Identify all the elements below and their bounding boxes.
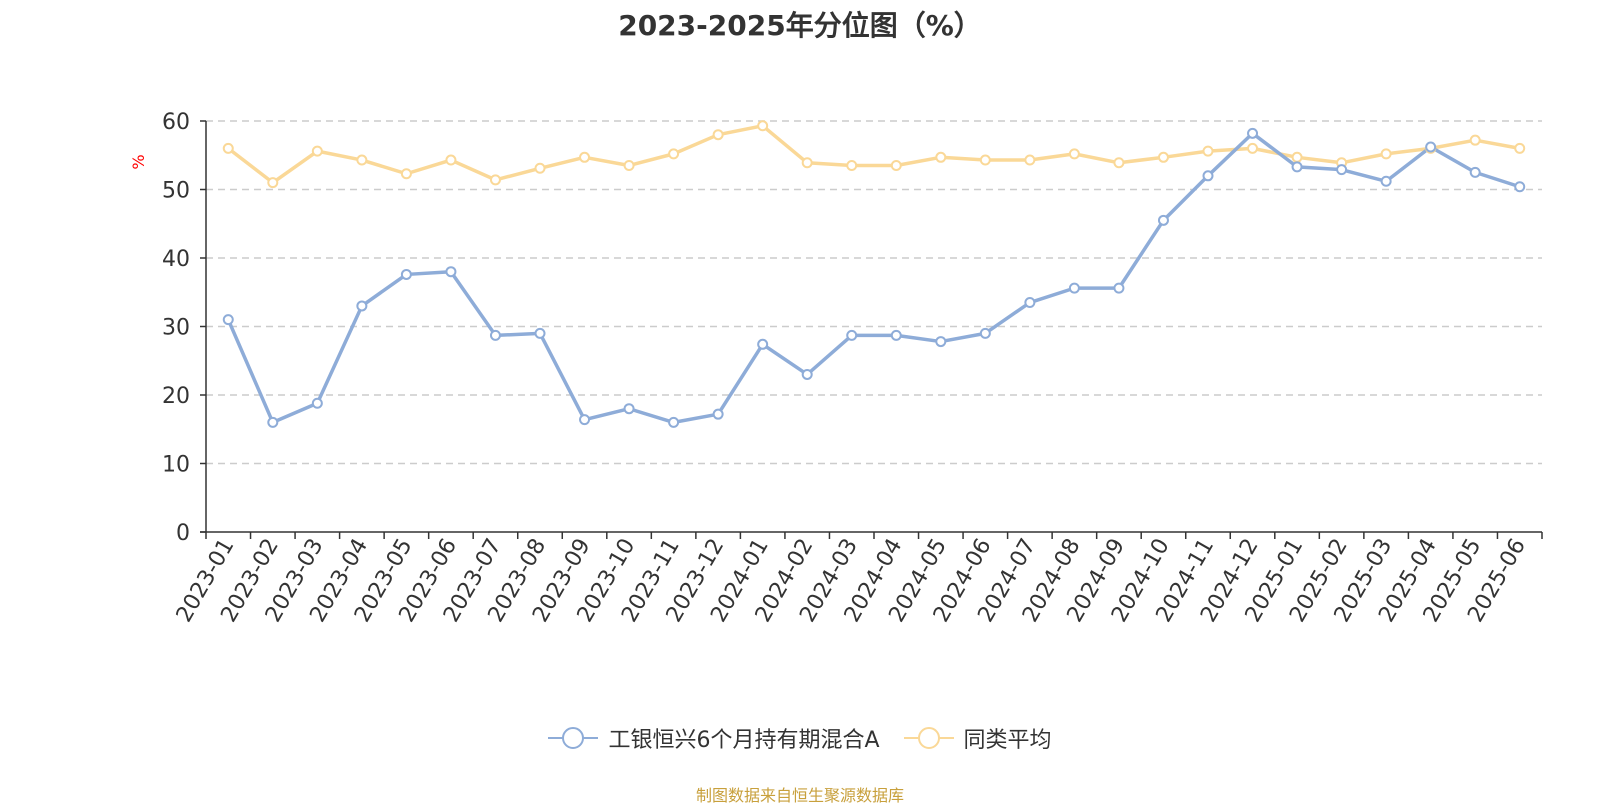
y-tick-label: 50	[162, 179, 190, 204]
data-point-average[interactable]	[1380, 148, 1392, 160]
data-point-average[interactable]	[1113, 157, 1125, 169]
data-point-average[interactable]	[623, 160, 635, 172]
data-point-fund[interactable]	[979, 327, 991, 339]
data-point-average[interactable]	[712, 129, 724, 141]
data-point-average[interactable]	[801, 157, 813, 169]
data-point-average[interactable]	[445, 154, 457, 166]
data-point-average[interactable]	[222, 142, 234, 154]
grid-lines	[206, 120, 1542, 465]
data-point-average[interactable]	[757, 120, 769, 132]
data-point-average[interactable]	[356, 154, 368, 166]
data-point-average[interactable]	[1514, 142, 1526, 154]
y-axis-label: %	[129, 154, 148, 169]
legend: 工银恒兴6个月持有期混合A 同类平均	[0, 722, 1600, 754]
y-tick-label: 10	[162, 453, 190, 478]
series-line-fund	[226, 131, 1521, 425]
data-point-fund[interactable]	[712, 408, 724, 420]
data-point-fund[interactable]	[801, 368, 813, 380]
data-point-fund[interactable]	[1113, 282, 1125, 294]
data-point-fund[interactable]	[445, 266, 457, 278]
y-tick-label: 0	[176, 521, 190, 546]
legend-marker-fund-icon	[548, 727, 599, 749]
data-point-average[interactable]	[1202, 145, 1214, 157]
chart-title: 2023-2025年分位图（%）	[618, 9, 982, 42]
data-point-average[interactable]	[668, 148, 680, 160]
legend-marker-average-icon	[903, 727, 954, 749]
data-point-average[interactable]	[400, 168, 412, 180]
data-point-average[interactable]	[890, 160, 902, 172]
data-point-average[interactable]	[534, 162, 546, 174]
data-point-average[interactable]	[935, 151, 947, 163]
data-point-fund[interactable]	[400, 268, 412, 280]
data-point-average[interactable]	[489, 174, 501, 186]
data-point-fund[interactable]	[579, 414, 591, 426]
y-tick-label: 40	[162, 247, 190, 272]
data-point-fund[interactable]	[668, 416, 680, 428]
y-tick-label: 60	[162, 110, 190, 135]
data-point-average[interactable]	[1157, 151, 1169, 163]
data-point-average[interactable]	[311, 145, 323, 157]
legend-label-average: 同类平均	[963, 728, 1052, 753]
data-point-fund[interactable]	[1291, 161, 1303, 173]
data-point-average[interactable]	[1469, 134, 1481, 146]
data-point-fund[interactable]	[1380, 175, 1392, 187]
data-point-fund[interactable]	[356, 300, 368, 312]
data-point-fund[interactable]	[222, 314, 234, 326]
legend-item-category-average[interactable]: 同类平均	[903, 722, 1052, 754]
data-point-average[interactable]	[579, 151, 591, 163]
data-point-fund[interactable]	[1068, 282, 1080, 294]
series-lines	[222, 120, 1526, 428]
series-line-average	[227, 124, 1521, 185]
data-point-fund[interactable]	[1157, 214, 1169, 226]
data-point-fund[interactable]	[1425, 141, 1437, 153]
data-point-fund[interactable]	[267, 416, 279, 428]
data-point-fund[interactable]	[1247, 127, 1259, 139]
data-point-fund[interactable]	[846, 329, 858, 341]
y-tick-label: 30	[162, 316, 190, 341]
data-point-fund[interactable]	[935, 336, 947, 348]
data-point-fund[interactable]	[311, 397, 323, 409]
data-point-average[interactable]	[1291, 151, 1303, 163]
data-point-fund[interactable]	[890, 329, 902, 341]
data-point-fund[interactable]	[489, 329, 501, 341]
data-point-average[interactable]	[1068, 148, 1080, 160]
source-note: 制图数据来自恒生聚源数据库	[695, 786, 904, 805]
data-point-average[interactable]	[1024, 154, 1036, 166]
data-point-fund[interactable]	[1336, 164, 1348, 176]
data-point-fund[interactable]	[757, 338, 769, 350]
data-point-average[interactable]	[1247, 142, 1259, 154]
data-point-average[interactable]	[846, 160, 858, 172]
data-point-fund[interactable]	[1202, 170, 1214, 182]
data-point-fund[interactable]	[623, 403, 635, 415]
data-point-fund[interactable]	[1514, 181, 1526, 193]
legend-label-fund: 工银恒兴6个月持有期混合A	[608, 728, 880, 753]
data-point-fund[interactable]	[1024, 297, 1036, 309]
data-point-average[interactable]	[979, 154, 991, 166]
data-point-fund[interactable]	[1469, 166, 1481, 178]
axes: 01020304050602023-012023-022023-032023-0…	[162, 110, 1543, 627]
data-point-fund[interactable]	[534, 327, 546, 339]
data-point-average[interactable]	[267, 177, 279, 189]
y-tick-label: 20	[162, 384, 190, 409]
legend-item-fund[interactable]: 工银恒兴6个月持有期混合A	[548, 722, 880, 754]
